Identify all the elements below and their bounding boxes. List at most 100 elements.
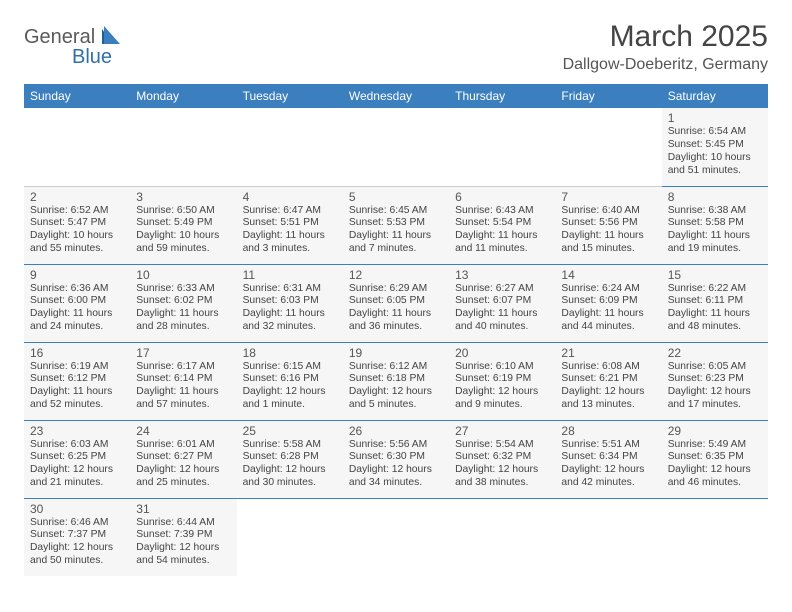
logo-text-blue: Blue xyxy=(72,46,112,68)
daylight-line: Daylight: 12 hours and 42 minutes. xyxy=(561,464,655,490)
calendar-cell: 19Sunrise: 6:12 AMSunset: 6:18 PMDayligh… xyxy=(343,342,449,420)
sunrise-line: Sunrise: 6:36 AM xyxy=(30,283,124,296)
sunset-line: Sunset: 6:07 PM xyxy=(455,295,549,308)
sunrise-line: Sunrise: 6:52 AM xyxy=(30,205,124,218)
calendar-cell: 4Sunrise: 6:47 AMSunset: 5:51 PMDaylight… xyxy=(237,186,343,264)
calendar-cell: 28Sunrise: 5:51 AMSunset: 6:34 PMDayligh… xyxy=(555,420,661,498)
sunrise-line: Sunrise: 6:24 AM xyxy=(561,283,655,296)
calendar-cell-empty xyxy=(343,498,449,576)
daylight-line: Daylight: 11 hours and 32 minutes. xyxy=(243,308,337,334)
calendar-cell: 8Sunrise: 6:38 AMSunset: 5:58 PMDaylight… xyxy=(662,186,768,264)
calendar-cell: 30Sunrise: 6:46 AMSunset: 7:37 PMDayligh… xyxy=(24,498,130,576)
sunset-line: Sunset: 6:35 PM xyxy=(668,451,762,464)
sunrise-line: Sunrise: 6:27 AM xyxy=(455,283,549,296)
calendar-cell: 10Sunrise: 6:33 AMSunset: 6:02 PMDayligh… xyxy=(130,264,236,342)
day-number: 28 xyxy=(561,424,655,438)
weekday-row: SundayMondayTuesdayWednesdayThursdayFrid… xyxy=(24,84,768,108)
day-number: 16 xyxy=(30,346,124,360)
calendar-cell: 24Sunrise: 6:01 AMSunset: 6:27 PMDayligh… xyxy=(130,420,236,498)
calendar-row: 30Sunrise: 6:46 AMSunset: 7:37 PMDayligh… xyxy=(24,498,768,576)
weekday-header: Friday xyxy=(555,84,661,108)
calendar-body: 1Sunrise: 6:54 AMSunset: 5:45 PMDaylight… xyxy=(24,108,768,576)
sunset-line: Sunset: 6:28 PM xyxy=(243,451,337,464)
sunset-line: Sunset: 5:54 PM xyxy=(455,217,549,230)
calendar-row: 16Sunrise: 6:19 AMSunset: 6:12 PMDayligh… xyxy=(24,342,768,420)
day-number: 4 xyxy=(243,190,337,204)
calendar-cell: 12Sunrise: 6:29 AMSunset: 6:05 PMDayligh… xyxy=(343,264,449,342)
weekday-header: Wednesday xyxy=(343,84,449,108)
sunrise-line: Sunrise: 6:43 AM xyxy=(455,205,549,218)
day-number: 29 xyxy=(668,424,762,438)
daylight-line: Daylight: 12 hours and 13 minutes. xyxy=(561,386,655,412)
calendar-cell: 20Sunrise: 6:10 AMSunset: 6:19 PMDayligh… xyxy=(449,342,555,420)
sunset-line: Sunset: 6:02 PM xyxy=(136,295,230,308)
calendar-cell: 2Sunrise: 6:52 AMSunset: 5:47 PMDaylight… xyxy=(24,186,130,264)
calendar-cell: 6Sunrise: 6:43 AMSunset: 5:54 PMDaylight… xyxy=(449,186,555,264)
sunrise-line: Sunrise: 6:10 AM xyxy=(455,361,549,374)
calendar-row: 2Sunrise: 6:52 AMSunset: 5:47 PMDaylight… xyxy=(24,186,768,264)
daylight-line: Daylight: 10 hours and 51 minutes. xyxy=(668,152,762,178)
calendar-cell: 26Sunrise: 5:56 AMSunset: 6:30 PMDayligh… xyxy=(343,420,449,498)
calendar-cell: 18Sunrise: 6:15 AMSunset: 6:16 PMDayligh… xyxy=(237,342,343,420)
sunrise-line: Sunrise: 6:01 AM xyxy=(136,439,230,452)
sunset-line: Sunset: 5:45 PM xyxy=(668,139,762,152)
sunrise-line: Sunrise: 6:46 AM xyxy=(30,517,124,530)
calendar-cell-empty xyxy=(130,108,236,186)
calendar-cell-empty xyxy=(237,498,343,576)
day-number: 23 xyxy=(30,424,124,438)
weekday-header: Thursday xyxy=(449,84,555,108)
daylight-line: Daylight: 11 hours and 15 minutes. xyxy=(561,230,655,256)
sunset-line: Sunset: 6:32 PM xyxy=(455,451,549,464)
daylight-line: Daylight: 12 hours and 38 minutes. xyxy=(455,464,549,490)
sunrise-line: Sunrise: 5:54 AM xyxy=(455,439,549,452)
calendar-cell: 16Sunrise: 6:19 AMSunset: 6:12 PMDayligh… xyxy=(24,342,130,420)
calendar-cell: 14Sunrise: 6:24 AMSunset: 6:09 PMDayligh… xyxy=(555,264,661,342)
day-number: 18 xyxy=(243,346,337,360)
day-number: 2 xyxy=(30,190,124,204)
calendar-cell: 22Sunrise: 6:05 AMSunset: 6:23 PMDayligh… xyxy=(662,342,768,420)
sunrise-line: Sunrise: 5:51 AM xyxy=(561,439,655,452)
day-number: 24 xyxy=(136,424,230,438)
sunrise-line: Sunrise: 5:49 AM xyxy=(668,439,762,452)
calendar-cell: 5Sunrise: 6:45 AMSunset: 5:53 PMDaylight… xyxy=(343,186,449,264)
daylight-line: Daylight: 11 hours and 48 minutes. xyxy=(668,308,762,334)
weekday-header: Tuesday xyxy=(237,84,343,108)
daylight-line: Daylight: 12 hours and 54 minutes. xyxy=(136,542,230,568)
sunset-line: Sunset: 5:56 PM xyxy=(561,217,655,230)
calendar-table: SundayMondayTuesdayWednesdayThursdayFrid… xyxy=(24,84,768,576)
calendar-cell: 7Sunrise: 6:40 AMSunset: 5:56 PMDaylight… xyxy=(555,186,661,264)
sunrise-line: Sunrise: 6:38 AM xyxy=(668,205,762,218)
day-number: 10 xyxy=(136,268,230,282)
weekday-header: Saturday xyxy=(662,84,768,108)
day-number: 8 xyxy=(668,190,762,204)
sunset-line: Sunset: 6:09 PM xyxy=(561,295,655,308)
day-number: 7 xyxy=(561,190,655,204)
sunset-line: Sunset: 6:16 PM xyxy=(243,373,337,386)
calendar-cell-empty xyxy=(237,108,343,186)
header: General March 2025 Dallgow-Doeberitz, Ge… xyxy=(24,20,768,74)
calendar-row: 1Sunrise: 6:54 AMSunset: 5:45 PMDaylight… xyxy=(24,108,768,186)
sunset-line: Sunset: 5:51 PM xyxy=(243,217,337,230)
calendar-cell: 15Sunrise: 6:22 AMSunset: 6:11 PMDayligh… xyxy=(662,264,768,342)
daylight-line: Daylight: 12 hours and 21 minutes. xyxy=(30,464,124,490)
sunrise-line: Sunrise: 6:12 AM xyxy=(349,361,443,374)
sunrise-line: Sunrise: 6:54 AM xyxy=(668,126,762,139)
daylight-line: Daylight: 11 hours and 19 minutes. xyxy=(668,230,762,256)
daylight-line: Daylight: 11 hours and 57 minutes. xyxy=(136,386,230,412)
day-number: 21 xyxy=(561,346,655,360)
calendar-cell: 21Sunrise: 6:08 AMSunset: 6:21 PMDayligh… xyxy=(555,342,661,420)
title-block: March 2025 Dallgow-Doeberitz, Germany xyxy=(563,20,768,74)
sunset-line: Sunset: 6:23 PM xyxy=(668,373,762,386)
sunrise-line: Sunrise: 6:50 AM xyxy=(136,205,230,218)
sunset-line: Sunset: 6:21 PM xyxy=(561,373,655,386)
month-title: March 2025 xyxy=(563,20,768,54)
sunset-line: Sunset: 6:25 PM xyxy=(30,451,124,464)
sunset-line: Sunset: 6:19 PM xyxy=(455,373,549,386)
sunrise-line: Sunrise: 6:44 AM xyxy=(136,517,230,530)
day-number: 27 xyxy=(455,424,549,438)
sunrise-line: Sunrise: 6:22 AM xyxy=(668,283,762,296)
day-number: 20 xyxy=(455,346,549,360)
sunrise-line: Sunrise: 6:29 AM xyxy=(349,283,443,296)
day-number: 1 xyxy=(668,111,762,125)
sunrise-line: Sunrise: 6:47 AM xyxy=(243,205,337,218)
